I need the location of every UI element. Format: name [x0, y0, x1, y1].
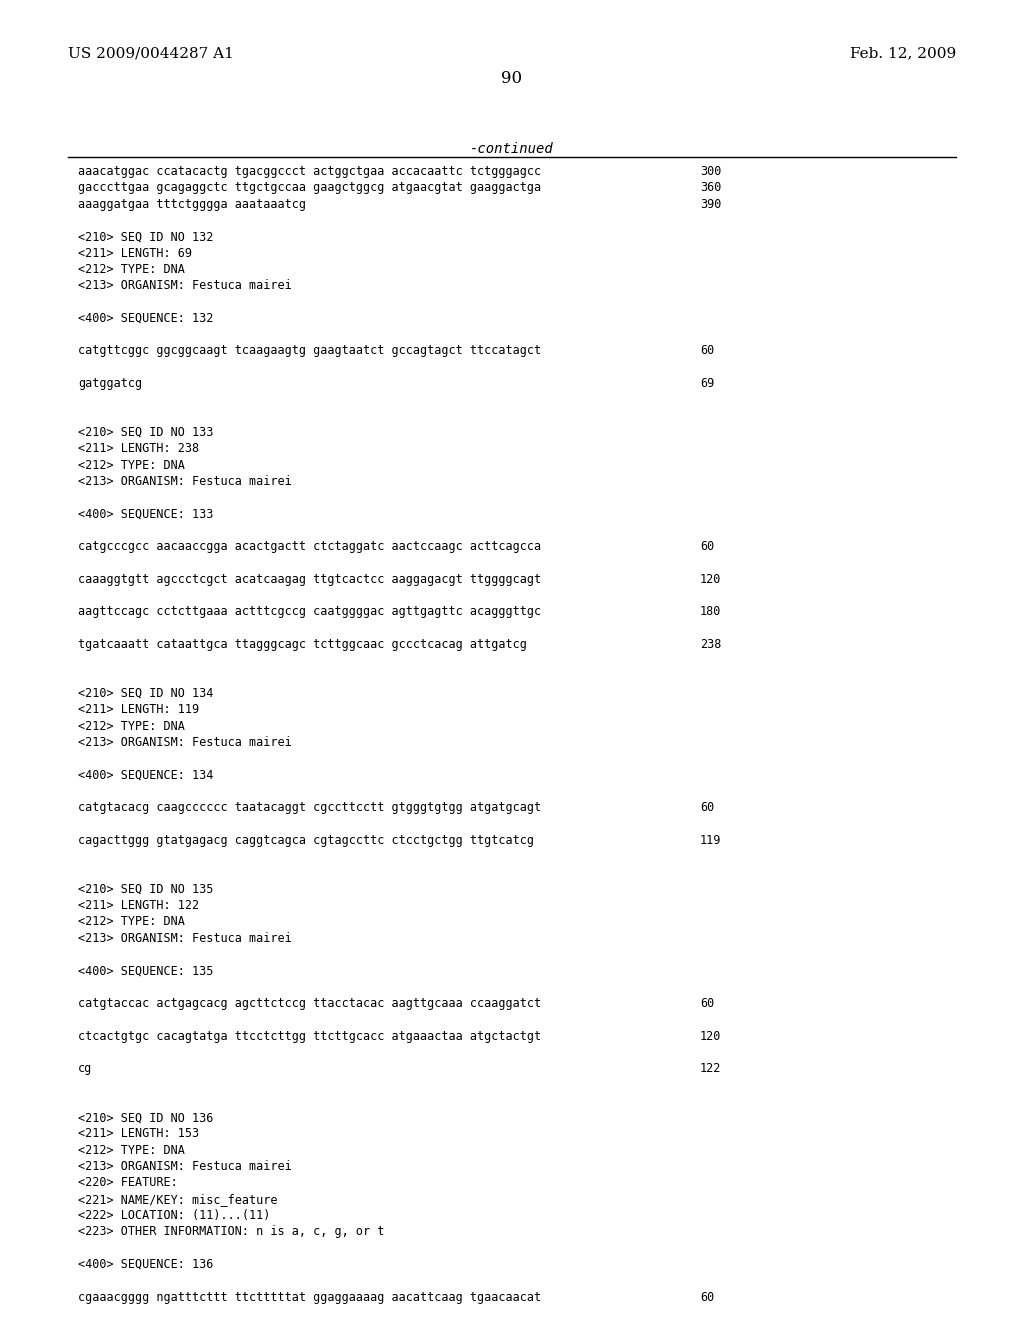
Text: <210> SEQ ID NO 134: <210> SEQ ID NO 134: [78, 686, 213, 700]
Text: 119: 119: [700, 834, 721, 846]
Text: <211> LENGTH: 69: <211> LENGTH: 69: [78, 247, 193, 260]
Text: <213> ORGANISM: Festuca mairei: <213> ORGANISM: Festuca mairei: [78, 279, 292, 292]
Text: <213> ORGANISM: Festuca mairei: <213> ORGANISM: Festuca mairei: [78, 932, 292, 945]
Text: 360: 360: [700, 181, 721, 194]
Text: <400> SEQUENCE: 133: <400> SEQUENCE: 133: [78, 507, 213, 520]
Text: <400> SEQUENCE: 136: <400> SEQUENCE: 136: [78, 1258, 213, 1271]
Text: cgaaacgggg ngatttcttt ttctttttat ggaggaaaag aacattcaag tgaacaacat: cgaaacgggg ngatttcttt ttctttttat ggaggaa…: [78, 1291, 541, 1304]
Text: <210> SEQ ID NO 135: <210> SEQ ID NO 135: [78, 883, 213, 896]
Text: 90: 90: [502, 70, 522, 87]
Text: <211> LENGTH: 238: <211> LENGTH: 238: [78, 442, 199, 455]
Text: <212> TYPE: DNA: <212> TYPE: DNA: [78, 263, 185, 276]
Text: aaacatggac ccatacactg tgacggccct actggctgaa accacaattc tctgggagcc: aaacatggac ccatacactg tgacggccct actggct…: [78, 165, 541, 178]
Text: <223> OTHER INFORMATION: n is a, c, g, or t: <223> OTHER INFORMATION: n is a, c, g, o…: [78, 1225, 384, 1238]
Text: cg: cg: [78, 1063, 92, 1074]
Text: <211> LENGTH: 153: <211> LENGTH: 153: [78, 1127, 199, 1140]
Text: 300: 300: [700, 165, 721, 178]
Text: catgtaccac actgagcacg agcttctccg ttacctacac aagttgcaaa ccaaggatct: catgtaccac actgagcacg agcttctccg ttaccta…: [78, 997, 541, 1010]
Text: <213> ORGANISM: Festuca mairei: <213> ORGANISM: Festuca mairei: [78, 737, 292, 748]
Text: 60: 60: [700, 801, 715, 814]
Text: aagttccagc cctcttgaaa actttcgccg caatggggac agttgagttc acagggttgc: aagttccagc cctcttgaaa actttcgccg caatggg…: [78, 606, 541, 618]
Text: 122: 122: [700, 1063, 721, 1074]
Text: <212> TYPE: DNA: <212> TYPE: DNA: [78, 1143, 185, 1156]
Text: caaaggtgtt agccctcgct acatcaagag ttgtcactcc aaggagacgt ttggggcagt: caaaggtgtt agccctcgct acatcaagag ttgtcac…: [78, 573, 541, 586]
Text: <210> SEQ ID NO 132: <210> SEQ ID NO 132: [78, 230, 213, 243]
Text: <213> ORGANISM: Festuca mairei: <213> ORGANISM: Festuca mairei: [78, 475, 292, 488]
Text: 120: 120: [700, 1030, 721, 1043]
Text: <212> TYPE: DNA: <212> TYPE: DNA: [78, 719, 185, 733]
Text: 60: 60: [700, 345, 715, 358]
Text: gatggatcg: gatggatcg: [78, 378, 142, 389]
Text: <211> LENGTH: 122: <211> LENGTH: 122: [78, 899, 199, 912]
Text: catgttcggc ggcggcaagt tcaagaagtg gaagtaatct gccagtagct ttccatagct: catgttcggc ggcggcaagt tcaagaagtg gaagtaa…: [78, 345, 541, 358]
Text: <221> NAME/KEY: misc_feature: <221> NAME/KEY: misc_feature: [78, 1193, 278, 1205]
Text: <213> ORGANISM: Festuca mairei: <213> ORGANISM: Festuca mairei: [78, 1160, 292, 1173]
Text: 60: 60: [700, 997, 715, 1010]
Text: tgatcaaatt cataattgca ttagggcagc tcttggcaac gccctcacag attgatcg: tgatcaaatt cataattgca ttagggcagc tcttggc…: [78, 638, 527, 651]
Text: <400> SEQUENCE: 132: <400> SEQUENCE: 132: [78, 312, 213, 325]
Text: 180: 180: [700, 606, 721, 618]
Text: <400> SEQUENCE: 135: <400> SEQUENCE: 135: [78, 965, 213, 977]
Text: cagacttggg gtatgagacg caggtcagca cgtagccttc ctcctgctgg ttgtcatcg: cagacttggg gtatgagacg caggtcagca cgtagcc…: [78, 834, 534, 846]
Text: <400> SEQUENCE: 134: <400> SEQUENCE: 134: [78, 768, 213, 781]
Text: 69: 69: [700, 378, 715, 389]
Text: 238: 238: [700, 638, 721, 651]
Text: 60: 60: [700, 1291, 715, 1304]
Text: <212> TYPE: DNA: <212> TYPE: DNA: [78, 458, 185, 471]
Text: ctcactgtgc cacagtatga ttcctcttgg ttcttgcacc atgaaactaa atgctactgt: ctcactgtgc cacagtatga ttcctcttgg ttcttgc…: [78, 1030, 541, 1043]
Text: 390: 390: [700, 198, 721, 211]
Text: <210> SEQ ID NO 136: <210> SEQ ID NO 136: [78, 1111, 213, 1125]
Text: gacccttgaa gcagaggctc ttgctgccaa gaagctggcg atgaacgtat gaaggactga: gacccttgaa gcagaggctc ttgctgccaa gaagctg…: [78, 181, 541, 194]
Text: 60: 60: [700, 540, 715, 553]
Text: <222> LOCATION: (11)...(11): <222> LOCATION: (11)...(11): [78, 1209, 270, 1222]
Text: catgcccgcc aacaaccgga acactgactt ctctaggatc aactccaagc acttcagcca: catgcccgcc aacaaccgga acactgactt ctctagg…: [78, 540, 541, 553]
Text: -continued: -continued: [470, 141, 554, 156]
Text: 120: 120: [700, 573, 721, 586]
Text: <212> TYPE: DNA: <212> TYPE: DNA: [78, 915, 185, 928]
Text: US 2009/0044287 A1: US 2009/0044287 A1: [68, 46, 233, 61]
Text: aaaggatgaa tttctgggga aaataaatcg: aaaggatgaa tttctgggga aaataaatcg: [78, 198, 306, 211]
Text: <211> LENGTH: 119: <211> LENGTH: 119: [78, 704, 199, 717]
Text: catgtacacg caagcccccc taatacaggt cgccttcctt gtgggtgtgg atgatgcagt: catgtacacg caagcccccc taatacaggt cgccttc…: [78, 801, 541, 814]
Text: Feb. 12, 2009: Feb. 12, 2009: [850, 46, 956, 61]
Text: <220> FEATURE:: <220> FEATURE:: [78, 1176, 178, 1189]
Text: <210> SEQ ID NO 133: <210> SEQ ID NO 133: [78, 426, 213, 440]
